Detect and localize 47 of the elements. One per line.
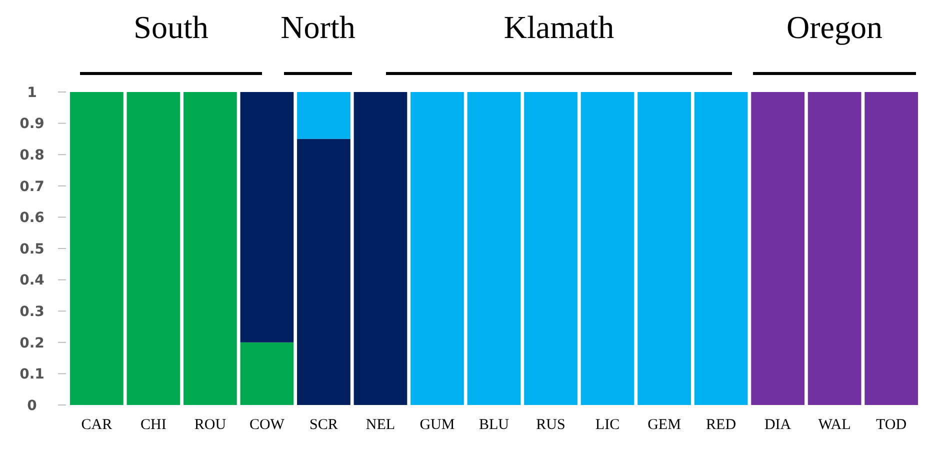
x-tick-label: WAL (818, 417, 851, 433)
x-tick-label: GEM (648, 417, 681, 433)
y-tick-label: 0.5 (20, 241, 44, 258)
text: South (134, 9, 208, 45)
y-tick-label: 0.7 (20, 178, 44, 195)
bar (694, 92, 748, 405)
bar (297, 138, 350, 405)
y-tick-label: 0.9 (20, 116, 44, 132)
bar (184, 92, 237, 405)
x-tick-label: ROU (194, 417, 226, 433)
y-tick-label: 0.3 (20, 304, 44, 320)
x-tick-label: TOD (876, 417, 907, 433)
bar (70, 92, 124, 405)
y-tick-label: 0.8 (20, 148, 44, 164)
y-tick-label: 0.1 (20, 366, 44, 383)
x-tick-label: RED (706, 417, 736, 433)
x-tick-label: GUM (420, 417, 455, 433)
bar (864, 92, 918, 405)
bar (751, 92, 804, 405)
bar (467, 92, 521, 405)
x-tick-label: DIA (764, 417, 792, 433)
text: North (280, 9, 356, 45)
y-tick-label: 0.4 (20, 272, 45, 289)
y-tick-label: 1 (27, 84, 37, 101)
text: Klamath (504, 9, 614, 45)
bar (638, 92, 691, 405)
bar (126, 92, 180, 405)
y-tick-label: 0.6 (20, 210, 44, 226)
bar (524, 92, 578, 405)
bar (354, 92, 408, 405)
bar (580, 92, 634, 405)
x-tick-label: CHI (140, 417, 166, 433)
x-tick-label: BLU (479, 417, 510, 433)
text: Oregon (786, 9, 882, 45)
x-tick-label: CAR (81, 417, 112, 433)
bar (240, 342, 294, 405)
x-tick-label: COW (249, 417, 286, 433)
bar (808, 92, 862, 405)
bar (410, 92, 464, 405)
bar (240, 92, 294, 342)
x-tick-label: LIC (595, 417, 620, 433)
bar (297, 92, 350, 139)
y-tick-label: 0 (27, 398, 38, 414)
x-tick-label: RUS (536, 417, 566, 433)
x-tick-label: NEL (366, 417, 396, 433)
y-tick-label: 0.2 (20, 335, 44, 352)
x-tick-label: SCR (310, 417, 338, 433)
